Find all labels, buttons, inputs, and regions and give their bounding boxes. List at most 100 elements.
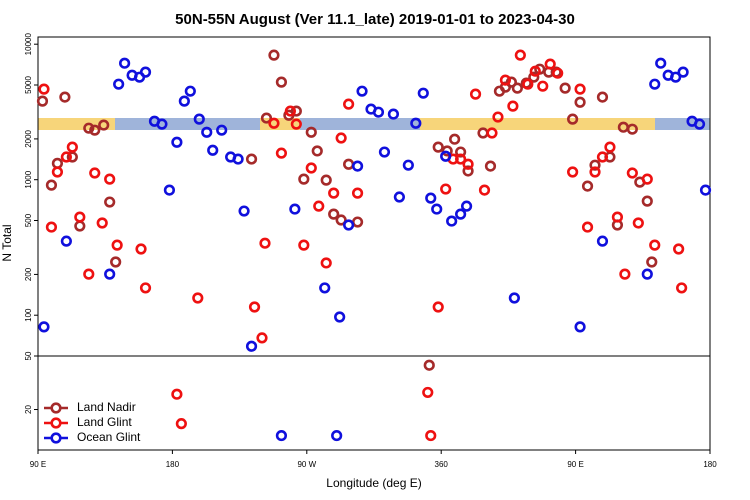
- legend-marker: [50, 402, 62, 414]
- point: [596, 151, 609, 163]
- point: [135, 243, 147, 255]
- point: [51, 166, 64, 178]
- y-axis-label: N Total: [0, 224, 14, 261]
- point: [441, 145, 453, 157]
- chart-title: 50N-55N August (Ver 11.1_late) 2019-01-0…: [175, 11, 575, 28]
- point: [511, 82, 523, 94]
- point: [256, 332, 268, 344]
- x-tick-label: 360: [435, 460, 449, 469]
- point: [422, 386, 434, 399]
- point: [298, 239, 310, 251]
- point: [83, 122, 95, 134]
- point: [298, 173, 310, 185]
- point: [478, 184, 491, 196]
- point: [275, 429, 288, 442]
- point: [290, 118, 302, 130]
- point: [581, 180, 594, 192]
- point: [268, 49, 280, 61]
- point: [351, 187, 364, 199]
- point: [192, 292, 204, 304]
- point: [59, 91, 71, 103]
- point: [248, 301, 261, 313]
- point: [268, 117, 280, 129]
- point: [567, 166, 579, 178]
- point: [655, 57, 667, 69]
- point: [319, 282, 331, 294]
- point: [111, 239, 123, 251]
- point: [646, 256, 658, 268]
- y-tick-label: 500: [24, 213, 33, 227]
- point: [66, 151, 78, 163]
- point: [402, 159, 414, 171]
- point: [699, 184, 712, 196]
- point: [677, 66, 689, 78]
- point: [574, 83, 586, 95]
- point: [104, 268, 116, 280]
- point: [499, 74, 512, 86]
- surface-band: [38, 118, 710, 130]
- point: [626, 167, 638, 179]
- point: [351, 216, 364, 228]
- point: [492, 111, 504, 123]
- point: [193, 113, 205, 125]
- point: [449, 133, 461, 145]
- point: [528, 71, 540, 83]
- point: [632, 217, 644, 229]
- point: [343, 219, 355, 231]
- point: [74, 220, 86, 232]
- point: [139, 282, 152, 294]
- x-tick-label: 90 W: [297, 460, 316, 469]
- point: [387, 108, 400, 120]
- point: [455, 208, 467, 220]
- point: [393, 191, 405, 203]
- point: [670, 71, 682, 83]
- point: [432, 141, 444, 153]
- point: [581, 221, 594, 233]
- point: [139, 66, 152, 78]
- point: [559, 82, 571, 94]
- point: [260, 112, 273, 124]
- point: [119, 57, 131, 69]
- point: [232, 153, 244, 165]
- point: [60, 151, 72, 163]
- point: [619, 268, 631, 280]
- point: [171, 136, 183, 148]
- legend-marker: [50, 417, 62, 429]
- point: [104, 173, 116, 185]
- legend-label: Land Glint: [77, 415, 132, 429]
- y-tick-label: 1000: [24, 170, 33, 188]
- point: [596, 235, 609, 247]
- point: [156, 118, 168, 130]
- point: [335, 214, 347, 226]
- point: [284, 105, 296, 117]
- point: [432, 301, 444, 313]
- point: [238, 205, 250, 217]
- point: [423, 359, 435, 371]
- point: [484, 160, 497, 172]
- point: [508, 292, 520, 304]
- point: [245, 340, 258, 352]
- point: [477, 127, 489, 139]
- point: [163, 184, 176, 196]
- point: [462, 158, 474, 170]
- point: [343, 98, 355, 110]
- point: [305, 162, 317, 174]
- point: [505, 76, 517, 88]
- point: [693, 118, 706, 130]
- point: [537, 80, 549, 92]
- point: [98, 119, 110, 131]
- point: [351, 160, 364, 172]
- point: [335, 132, 347, 144]
- legend-marker: [50, 432, 62, 444]
- point: [60, 235, 72, 247]
- point: [356, 85, 368, 97]
- point: [410, 117, 422, 129]
- point: [320, 257, 332, 269]
- point: [596, 91, 609, 103]
- point: [216, 124, 228, 136]
- point: [110, 256, 122, 268]
- point: [574, 321, 586, 333]
- point: [589, 166, 601, 178]
- point: [378, 146, 391, 158]
